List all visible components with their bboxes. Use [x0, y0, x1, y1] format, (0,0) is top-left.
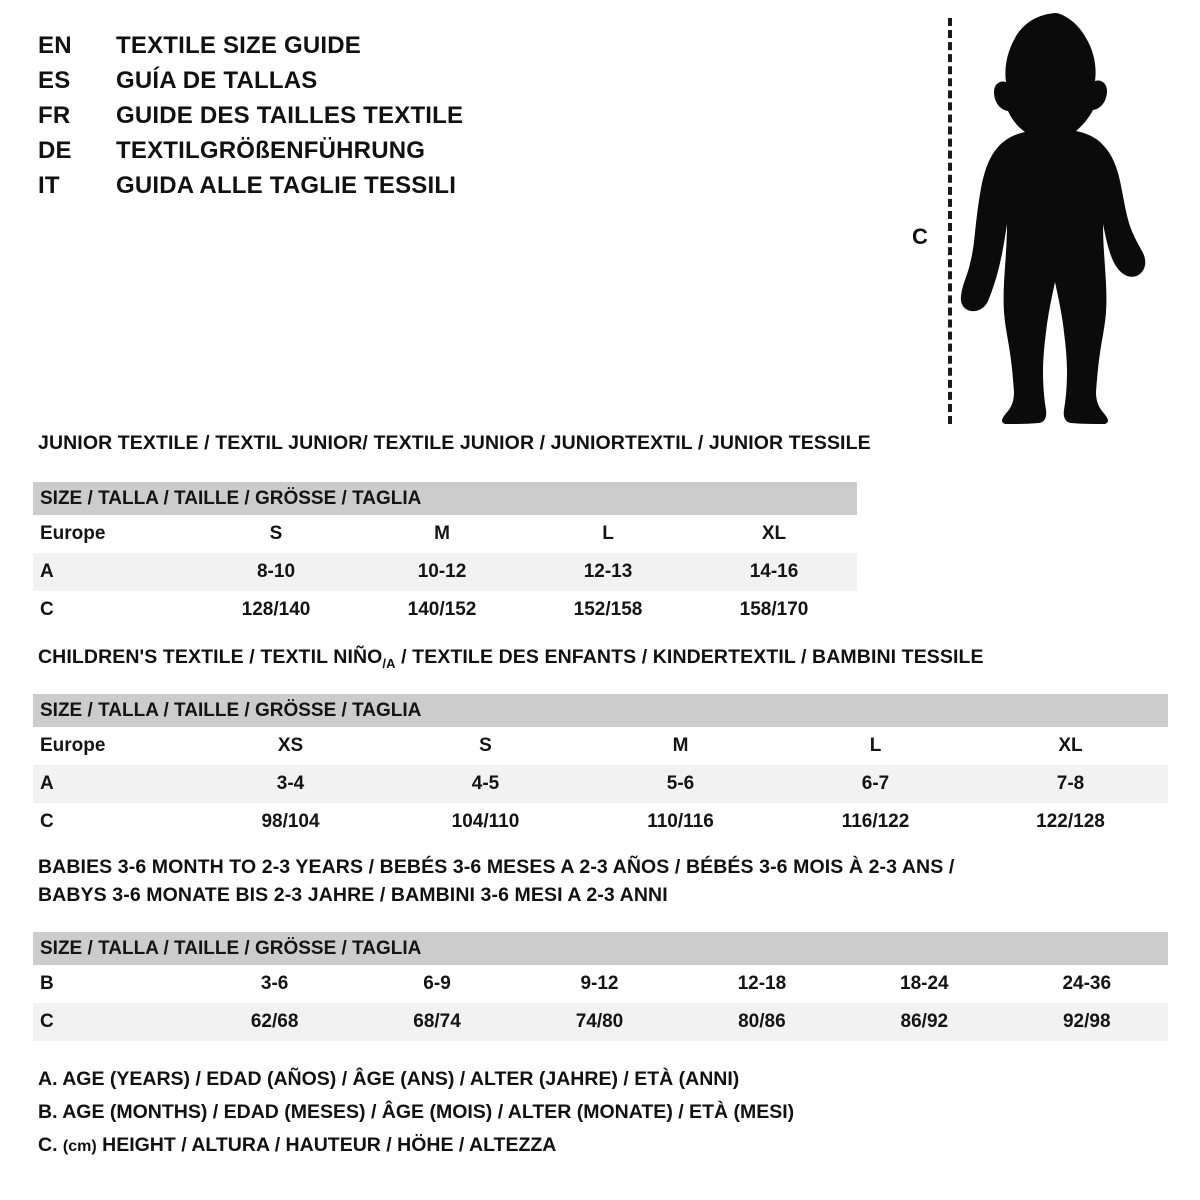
children-a-m: 5-6	[583, 765, 778, 803]
section-title-babies-line1: BABIES 3-6 MONTH TO 2-3 YEARS / BEBÉS 3-…	[38, 856, 955, 878]
junior-c-m: 140/152	[407, 599, 477, 620]
junior-c-s: 128/140	[241, 599, 311, 620]
junior-col-m: M	[434, 523, 450, 544]
children-row-label-a: A	[33, 765, 193, 803]
section-title-children-post: / TEXTILE DES ENFANTS / KINDERTEXTIL / B…	[395, 646, 984, 668]
language-row-fr: FR GUIDE DES TAILLES TEXTILE	[38, 102, 558, 137]
language-code-en: EN	[38, 32, 72, 59]
legend-line-a: A. AGE (YEARS) / EDAD (AÑOS) / ÂGE (ANS)…	[38, 1068, 740, 1090]
babies-row-label-b: B	[40, 973, 54, 994]
height-dashed-line-icon	[948, 18, 952, 424]
children-table-row-a: A 3-4 4-5 5-6 6-7 7-8	[33, 765, 1168, 803]
children-row-label-c: C	[40, 811, 54, 832]
legend-line-c-rest: HEIGHT / ALTURA / HAUTEUR / HÖHE / ALTEZ…	[96, 1134, 557, 1156]
junior-a-s: 8-10	[193, 553, 359, 591]
junior-col-xl: XL	[761, 523, 787, 544]
junior-col-s: S	[269, 523, 283, 544]
babies-size-table: SIZE / TALLA / TAILLE / GRÖSSE / TAGLIA …	[33, 932, 1168, 1041]
babies-b-col6: 24-36	[1062, 973, 1112, 994]
language-row-es: ES GUÍA DE TALLAS	[38, 67, 558, 102]
babies-table-bar-row: SIZE / TALLA / TAILLE / GRÖSSE / TAGLIA	[33, 932, 1168, 965]
children-col-xl: XL	[1058, 735, 1083, 756]
language-title-es: GUÍA DE TALLAS	[116, 67, 318, 94]
children-c-xl: 122/128	[1036, 811, 1105, 832]
babies-b-col3: 9-12	[580, 973, 619, 994]
children-table-bar-row: SIZE / TALLA / TAILLE / GRÖSSE / TAGLIA	[33, 694, 1168, 727]
children-a-xs: 3-4	[193, 765, 388, 803]
children-table-row-c: C 98/104 104/110 110/116 116/122 122/128	[33, 803, 1168, 841]
section-title-babies-line2: BABYS 3-6 MONATE BIS 2-3 JAHRE / BAMBINI…	[38, 884, 668, 906]
language-title-en: TEXTILE SIZE GUIDE	[116, 32, 361, 59]
children-a-l: 6-7	[778, 765, 973, 803]
babies-c-col2: 68/74	[355, 1003, 519, 1041]
children-col-l: L	[869, 735, 882, 756]
junior-c-xl: 158/170	[739, 599, 809, 620]
junior-table-bar-row: SIZE / TALLA / TAILLE / GRÖSSE / TAGLIA	[33, 482, 858, 515]
children-size-table: SIZE / TALLA / TAILLE / GRÖSSE / TAGLIA …	[33, 694, 1168, 841]
legend-line-c: C. (cm) HEIGHT / ALTURA / HAUTEUR / HÖHE…	[38, 1134, 794, 1167]
junior-size-table: SIZE / TALLA / TAILLE / GRÖSSE / TAGLIA …	[33, 482, 858, 629]
babies-b-col1: 3-6	[260, 973, 289, 994]
children-col-m: M	[672, 735, 689, 756]
children-col-s: S	[479, 735, 492, 756]
children-c-l: 116/122	[841, 811, 910, 832]
children-c-m: 110/116	[647, 811, 714, 832]
junior-table-row-c: C 128/140 140/152 152/158 158/170	[33, 591, 857, 629]
babies-c-col5: 86/92	[843, 1003, 1006, 1041]
junior-a-xl: 14-16	[691, 553, 858, 591]
babies-b-col2: 6-9	[423, 973, 451, 994]
babies-size-bar-label: SIZE / TALLA / TAILLE / GRÖSSE / TAGLIA	[33, 932, 1168, 965]
section-title-children-pre: CHILDREN'S TEXTILE / TEXTIL NIÑO	[38, 646, 383, 668]
language-code-de: DE	[38, 137, 72, 164]
language-title-fr: GUIDE DES TAILLES TEXTILE	[116, 102, 464, 129]
language-code-es: ES	[38, 67, 71, 94]
language-title-de: TEXTILGRÖßENFÜHRUNG	[116, 137, 426, 164]
language-row-it: IT GUIDA ALLE TAGLIE TESSILI	[38, 172, 558, 207]
children-a-s: 4-5	[388, 765, 583, 803]
section-title-children-sub: /A	[382, 655, 396, 671]
junior-row-label-c: C	[40, 599, 54, 620]
language-header-block: EN TEXTILE SIZE GUIDE ES GUÍA DE TALLAS …	[38, 32, 558, 207]
children-col-xs: XS	[277, 735, 304, 756]
children-a-xl: 7-8	[973, 765, 1168, 803]
babies-table-row-b: B 3-6 6-9 9-12 12-18 18-24 24-36	[33, 965, 1168, 1003]
junior-size-bar-label: SIZE / TALLA / TAILLE / GRÖSSE / TAGLIA	[33, 482, 858, 515]
children-c-s: 104/110	[451, 811, 520, 832]
babies-b-col4: 12-18	[737, 973, 787, 994]
children-c-xs: 98/104	[261, 811, 320, 832]
babies-row-label-c: C	[33, 1003, 194, 1041]
children-col-region: Europe	[40, 735, 106, 756]
section-title-junior: JUNIOR TEXTILE / TEXTIL JUNIOR/ TEXTILE …	[38, 432, 871, 454]
junior-table-header-row: Europe S M L XL	[33, 515, 857, 553]
junior-a-l: 12-13	[525, 553, 691, 591]
babies-table-row-c: C 62/68 68/74 74/80 80/86 86/92 92/98	[33, 1003, 1168, 1041]
height-measure-figure: C	[890, 10, 1190, 430]
child-silhouette-icon	[960, 13, 1146, 424]
children-table-header-row: Europe XS S M L XL	[33, 727, 1168, 765]
legend-line-c-prefix: C.	[38, 1134, 63, 1156]
babies-c-col3: 74/80	[518, 1003, 681, 1041]
legend-line-b: B. AGE (MONTHS) / EDAD (MESES) / ÂGE (MO…	[38, 1101, 795, 1123]
legend-line-c-unit: (cm)	[62, 1138, 97, 1155]
babies-c-col4: 80/86	[680, 1003, 844, 1041]
junior-c-l: 152/158	[573, 599, 643, 620]
babies-b-col5: 18-24	[900, 973, 949, 994]
language-row-en: EN TEXTILE SIZE GUIDE	[38, 32, 558, 67]
language-code-it: IT	[38, 172, 60, 199]
junior-col-region: Europe	[40, 523, 106, 544]
junior-row-label-a: A	[33, 553, 193, 591]
legend-block: A. AGE (YEARS) / EDAD (AÑOS) / ÂGE (ANS)…	[38, 1068, 794, 1167]
children-size-bar-label: SIZE / TALLA / TAILLE / GRÖSSE / TAGLIA	[33, 694, 1168, 727]
junior-table-row-a: A 8-10 10-12 12-13 14-16	[33, 553, 858, 591]
junior-col-l: L	[602, 523, 614, 544]
babies-c-col1: 62/68	[193, 1003, 356, 1041]
section-title-children: CHILDREN'S TEXTILE / TEXTIL NIÑO/A / TEX…	[38, 646, 984, 671]
language-code-fr: FR	[38, 102, 71, 129]
language-title-it: GUIDA ALLE TAGLIE TESSILI	[116, 172, 457, 199]
junior-a-m: 10-12	[359, 553, 525, 591]
language-row-de: DE TEXTILGRÖßENFÜHRUNG	[38, 137, 558, 172]
height-measure-label: C	[912, 224, 928, 249]
babies-c-col6: 92/98	[1005, 1003, 1168, 1041]
